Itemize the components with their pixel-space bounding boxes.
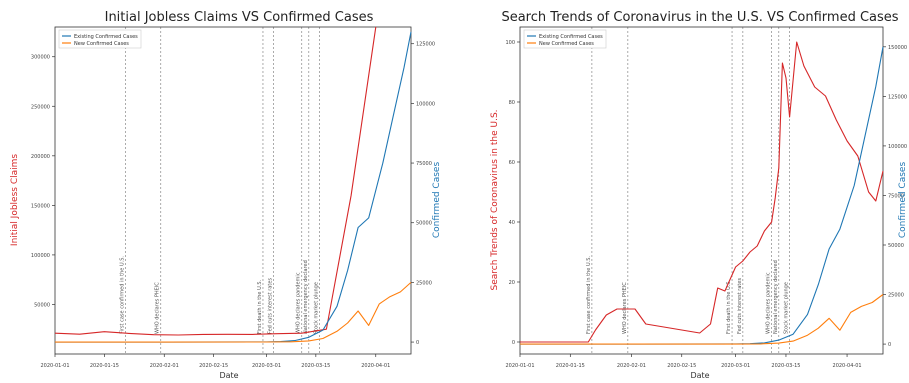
x-tick-label: 2020-02-01	[617, 363, 646, 369]
event-label: First case confirmed in the U.S.	[586, 256, 592, 334]
y-right-tick-label: 75000	[888, 193, 904, 199]
chart-2-x-axis-label: Date	[690, 371, 709, 380]
y-right-tick-label: 100000	[416, 101, 435, 107]
y-left-tick-label: 20	[509, 280, 515, 286]
plot-frame	[519, 26, 884, 355]
x-tick-label: 2020-03-01	[721, 363, 750, 369]
x-tick-label: 2020-02-01	[150, 363, 179, 369]
x-tick-label: 2020-01-01	[40, 363, 69, 369]
series-line	[55, 281, 412, 343]
series-line	[520, 46, 884, 345]
x-tick-label: 2020-04-01	[833, 363, 862, 369]
chart-1-left-axis-label: Initial Jobless Claims	[10, 154, 20, 246]
event-label: National emergency declared	[773, 260, 779, 334]
y-left-tick-label: 150000	[31, 203, 50, 209]
y-left-tick-label: 100	[505, 40, 515, 46]
plot-frame	[54, 26, 412, 355]
y-left-tick-label: 40	[509, 220, 515, 226]
legend-box	[523, 29, 607, 49]
y-right-tick-label: 100000	[888, 144, 907, 150]
event-label: First death in the U.S.	[726, 279, 732, 334]
y-right-tick-label: 125000	[416, 42, 435, 48]
legend-label: New Confirmed Cases	[539, 41, 594, 47]
chart-1-x-axis-label: Date	[219, 371, 238, 380]
x-tick-label: 2020-02-15	[199, 363, 228, 369]
event-label: Stock market plunge	[784, 282, 790, 334]
chart-1-series	[54, 26, 412, 343]
y-left-tick-label: 60	[509, 160, 515, 166]
y-right-tick-label: 75000	[416, 161, 432, 167]
chart-2-left-axis-label: Search Trends of Coronavirus in the U.S.	[490, 109, 500, 290]
x-tick-label: 2020-01-01	[505, 363, 534, 369]
y-left-tick-label: 80	[509, 100, 515, 106]
y-right-tick-label: 0	[416, 340, 419, 346]
chart-2-axes: 2020-01-01 2020-01-15 2020-02-01 2020-02-15…	[505, 26, 907, 369]
legend-label: New Confirmed Cases	[74, 41, 129, 47]
event-label: WHO declares pandemic	[766, 272, 772, 334]
y-right-tick-label: 150000	[888, 45, 907, 51]
chart-1-event-lines: First case confirmed in the U.S. WHO decl…	[119, 27, 320, 354]
chart-1-title: Initial Jobless Claims VS Confirmed Case…	[105, 10, 374, 25]
legend-label: Existing Confirmed Cases	[74, 34, 138, 40]
event-label: First case confirmed in the U.S.	[119, 256, 125, 334]
series-line	[55, 31, 412, 343]
legend-label: Existing Confirmed Cases	[539, 34, 603, 40]
y-left-tick-label: 50000	[34, 302, 50, 308]
search-trends-chart: Search Trends of Coronavirus in the U.S.…	[490, 10, 908, 380]
y-right-tick-label: 0	[888, 342, 891, 348]
event-label: WHO declares PHEIC	[622, 282, 628, 334]
y-right-tick-label: 125000	[888, 94, 907, 100]
x-tick-label: 2020-02-15	[667, 363, 696, 369]
legend-box	[58, 29, 142, 49]
x-tick-label: 2020-04-01	[361, 363, 390, 369]
event-label: Fed cuts interest rates	[268, 278, 274, 334]
chart-1-right-axis-label: Confirmed Cases	[432, 162, 442, 239]
y-left-tick-label: 300000	[31, 55, 50, 61]
chart-2-right-axis-label: Confirmed Cases	[898, 162, 908, 239]
event-label: Fed cuts interest rates	[737, 278, 743, 334]
event-label: Stock market plunge	[313, 282, 319, 334]
y-right-tick-label: 25000	[416, 280, 432, 286]
x-tick-label: 2020-01-15	[90, 363, 119, 369]
y-left-tick-label: 100000	[31, 253, 50, 259]
event-label: First death in the U.S.	[257, 279, 263, 334]
event-label: WHO declares PHEIC	[155, 282, 161, 334]
y-right-tick-label: 50000	[888, 243, 904, 249]
chart-2-title: Search Trends of Coronavirus in the U.S.…	[501, 10, 898, 25]
series-line	[520, 41, 884, 343]
event-label: National emergency declared	[303, 260, 309, 334]
x-tick-label: 2020-01-15	[556, 363, 585, 369]
event-label: WHO declares pandemic	[296, 272, 302, 334]
y-right-tick-label: 25000	[888, 293, 904, 299]
x-tick-label: 2020-03-15	[301, 363, 330, 369]
jobless-claims-chart: Initial Jobless Claims VS Confirmed Case…	[10, 10, 442, 380]
chart-1-axes: 2020-01-01 2020-01-15 2020-02-01 2020-02-15…	[31, 26, 435, 369]
x-tick-label: 2020-03-01	[252, 363, 281, 369]
x-tick-label: 2020-03-15	[771, 363, 800, 369]
y-left-tick-label: 200000	[31, 154, 50, 160]
chart-2-series	[520, 41, 884, 345]
y-left-tick-label: 250000	[31, 104, 50, 110]
y-right-tick-label: 50000	[416, 221, 432, 227]
y-left-tick-label: 0	[512, 340, 515, 346]
chart-2-event-lines: First case confirmed in the U.S. WHO decl…	[586, 27, 790, 354]
series-line	[54, 26, 377, 336]
series-line	[520, 294, 884, 345]
